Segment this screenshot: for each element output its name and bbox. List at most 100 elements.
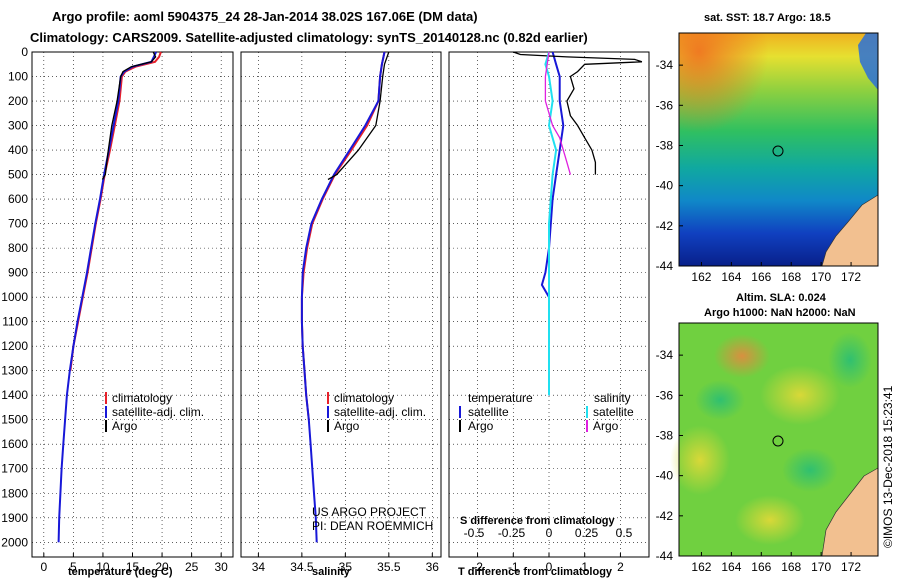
sla-high-patch bbox=[714, 334, 770, 378]
legend-label-t-satellite: satellite bbox=[468, 405, 509, 419]
s-diff-tick-label: 0.5 bbox=[616, 526, 633, 540]
x-tick-label: 30 bbox=[214, 560, 228, 574]
depth-tick-label: 1400 bbox=[1, 388, 28, 402]
legend-label-satellite: satellite-adj. clim. bbox=[112, 405, 204, 419]
header-line2: Climatology: CARS2009. Satellite-adjuste… bbox=[30, 30, 588, 45]
legend-label-climatology: climatology bbox=[334, 391, 394, 405]
depth-tick-label: 1300 bbox=[1, 364, 28, 378]
sst-map-title: sat. SST: 18.7 Argo: 18.5 bbox=[704, 12, 831, 24]
s-diff-tick-label: 0.25 bbox=[575, 526, 599, 540]
imos-credit: ©IMOS 13-Dec-2018 15:23:41 bbox=[881, 385, 895, 548]
depth-tick-label: 1600 bbox=[1, 437, 28, 451]
x-tick-label: 34 bbox=[252, 560, 266, 574]
legend-heading-temperature: temperature bbox=[468, 391, 533, 405]
x-tick-label: 5 bbox=[70, 560, 77, 574]
x-tick-label: 15 bbox=[126, 560, 140, 574]
map-x-tick-label: 164 bbox=[721, 560, 741, 574]
map-y-tick-label: -44 bbox=[656, 549, 674, 563]
map-x-tick-label: 168 bbox=[781, 270, 801, 284]
depth-tick-label: 900 bbox=[8, 266, 28, 280]
series-line-salinity-satellite bbox=[544, 51, 558, 396]
map-y-tick-label: -40 bbox=[656, 469, 674, 483]
x-tick-label: 36 bbox=[426, 560, 440, 574]
map-x-tick-label: 166 bbox=[751, 560, 771, 574]
map-y-tick-label: -38 bbox=[656, 428, 674, 442]
sla-map-ticks: 162 164 166 168 170 172 -34 -36 -38 -40 -42 -44 bbox=[656, 348, 862, 574]
depth-tick-label: 100 bbox=[8, 70, 28, 84]
map-y-tick-label: -36 bbox=[656, 98, 674, 112]
map-y-tick-label: -38 bbox=[656, 138, 674, 152]
salinity-axis-label: salinity bbox=[312, 566, 351, 578]
x-tick-label: -2 bbox=[472, 560, 483, 574]
depth-tick-label: 700 bbox=[8, 217, 28, 231]
legend-label-argo: Argo bbox=[334, 419, 360, 433]
depth-tick-label: 400 bbox=[8, 143, 28, 157]
project-credit-line2: PI: DEAN ROEMMICH bbox=[312, 519, 433, 533]
sst-map-ticks: 162 164 166 168 170 172 -34 -36 -38 -40 -42 -44 bbox=[656, 58, 862, 284]
x-tick-label: 1 bbox=[581, 560, 588, 574]
depth-tick-label: 1000 bbox=[1, 290, 28, 304]
series-line-temperature-satellite bbox=[540, 51, 565, 396]
temperature-legend: climatology satellite-adj. clim. Argo bbox=[105, 391, 204, 433]
legend-label-climatology: climatology bbox=[112, 391, 172, 405]
series-line-salinity-argo bbox=[544, 51, 572, 175]
sla-yellow-patch-2 bbox=[670, 425, 730, 495]
sst-map bbox=[678, 32, 879, 267]
map-x-tick-label: 170 bbox=[811, 270, 831, 284]
sla-yellow-patch-3 bbox=[735, 495, 805, 545]
s-difference-axis-label: S difference from climatology bbox=[460, 515, 616, 527]
depth-tick-label: 300 bbox=[8, 119, 28, 133]
x-tick-label: 20 bbox=[155, 560, 169, 574]
project-credit-line1: US ARGO PROJECT bbox=[312, 505, 427, 519]
map-x-tick-label: 168 bbox=[781, 560, 801, 574]
x-tick-label: 35.5 bbox=[377, 560, 401, 574]
grid-layer bbox=[32, 51, 649, 557]
x-tick-label: 10 bbox=[96, 560, 110, 574]
series-line-climatology bbox=[69, 51, 162, 371]
sla-low-patch-1 bbox=[695, 380, 745, 420]
depth-tick-label: 800 bbox=[8, 241, 28, 255]
depth-tick-label: 1800 bbox=[1, 486, 28, 500]
map-x-tick-label: 162 bbox=[691, 270, 711, 284]
legend-label-satellite: satellite-adj. clim. bbox=[334, 405, 426, 419]
altim-title-line1: Altim. SLA: 0.024 bbox=[736, 292, 827, 304]
depth-tick-label: 1100 bbox=[2, 315, 28, 329]
series-line-argo bbox=[101, 51, 157, 180]
map-x-tick-label: 170 bbox=[811, 560, 831, 574]
sla-profile-marker bbox=[772, 435, 784, 447]
x-tick-label: 25 bbox=[185, 560, 199, 574]
x-tick-label: 0 bbox=[40, 560, 47, 574]
map-x-tick-label: 172 bbox=[841, 270, 861, 284]
sst-profile-marker bbox=[772, 145, 784, 157]
x-tick-label: 2 bbox=[617, 560, 624, 574]
sst-land-north bbox=[858, 33, 878, 90]
depth-axis: 0 100 200 300 400 500 600 700 800 900 1000 1100 1200… bbox=[1, 45, 28, 549]
x-tick-label: 0 bbox=[546, 560, 553, 574]
depth-tick-label: 1700 bbox=[1, 462, 28, 476]
map-x-tick-label: 162 bbox=[691, 560, 711, 574]
s-diff-tick-label: -0.25 bbox=[498, 526, 526, 540]
x-tick-label: 35 bbox=[339, 560, 353, 574]
x-tick-label: -1 bbox=[508, 560, 519, 574]
depth-tick-label: 200 bbox=[8, 94, 28, 108]
temperature-axis-label: temperature (deg C) bbox=[68, 566, 173, 578]
sla-low-patch-2 bbox=[782, 448, 838, 492]
sla-low-patch-3 bbox=[828, 332, 872, 388]
map-x-tick-label: 164 bbox=[721, 270, 741, 284]
series-line-temperature-argo bbox=[513, 51, 643, 175]
depth-tick-label: 500 bbox=[8, 168, 28, 182]
sst-map-frame bbox=[678, 32, 879, 267]
map-y-tick-label: -42 bbox=[656, 509, 674, 523]
depth-tick-label: 600 bbox=[8, 192, 28, 206]
map-y-tick-label: -36 bbox=[656, 388, 674, 402]
series-line-argo bbox=[327, 51, 390, 181]
series-line-climatology bbox=[300, 51, 386, 420]
series-line-satellite-adj-clim- bbox=[300, 51, 386, 543]
s-diff-tick-label: 0 bbox=[546, 526, 553, 540]
difference-legend: temperature salinity satellite Argo sate… bbox=[459, 391, 634, 433]
depth-tick-label: 1500 bbox=[1, 413, 28, 427]
depth-tick-label: 2000 bbox=[1, 535, 28, 549]
map-y-tick-label: -40 bbox=[656, 179, 674, 193]
depth-tick-label: 0 bbox=[21, 45, 28, 59]
